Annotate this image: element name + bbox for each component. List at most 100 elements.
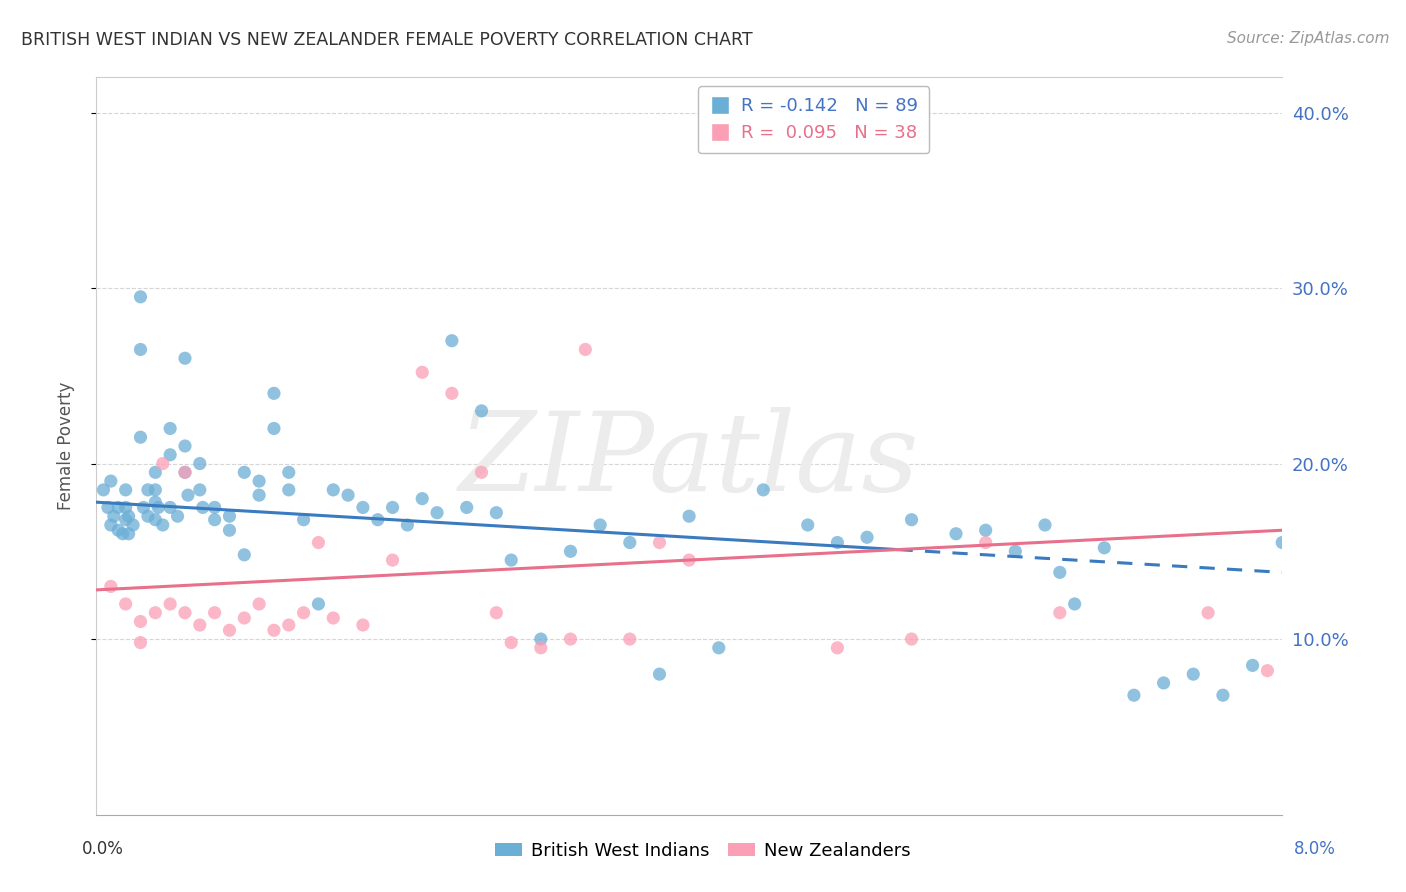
Point xyxy=(100,518,122,533)
Point xyxy=(619,535,641,549)
Point xyxy=(1197,606,1219,620)
Point xyxy=(322,483,344,497)
Point xyxy=(974,523,997,537)
Point xyxy=(1123,688,1146,702)
Y-axis label: Female Poverty: Female Poverty xyxy=(58,382,75,510)
Point xyxy=(174,351,197,366)
Point xyxy=(233,466,256,480)
Point xyxy=(381,553,404,567)
Point xyxy=(159,421,181,435)
Point xyxy=(177,488,200,502)
Point xyxy=(188,483,211,497)
Point xyxy=(945,526,967,541)
Point xyxy=(856,530,879,544)
Point xyxy=(485,506,508,520)
Point xyxy=(122,518,145,533)
Point xyxy=(337,488,360,502)
Point xyxy=(263,386,285,401)
Point xyxy=(247,597,270,611)
Point xyxy=(143,466,166,480)
Point xyxy=(114,597,136,611)
Point xyxy=(470,466,492,480)
Point xyxy=(974,535,997,549)
Point xyxy=(114,500,136,515)
Point xyxy=(143,483,166,497)
Point xyxy=(247,474,270,488)
Point xyxy=(174,466,197,480)
Point xyxy=(1049,606,1071,620)
Text: BRITISH WEST INDIAN VS NEW ZEALANDER FEMALE POVERTY CORRELATION CHART: BRITISH WEST INDIAN VS NEW ZEALANDER FEM… xyxy=(21,31,752,49)
Point xyxy=(93,483,115,497)
Point xyxy=(191,500,214,515)
Point xyxy=(530,632,553,646)
Point xyxy=(501,635,523,649)
Point xyxy=(143,495,166,509)
Point xyxy=(411,365,433,379)
Point xyxy=(1153,676,1175,690)
Point xyxy=(136,509,159,524)
Point xyxy=(307,535,329,549)
Point xyxy=(352,618,374,632)
Point xyxy=(174,606,197,620)
Point xyxy=(827,640,849,655)
Point xyxy=(129,615,152,629)
Point xyxy=(352,500,374,515)
Point xyxy=(159,597,181,611)
Point xyxy=(900,632,922,646)
Point xyxy=(143,606,166,620)
Point xyxy=(174,439,197,453)
Point xyxy=(204,500,226,515)
Point xyxy=(204,513,226,527)
Point xyxy=(456,500,478,515)
Point xyxy=(292,606,315,620)
Point xyxy=(188,618,211,632)
Point xyxy=(1182,667,1205,681)
Point xyxy=(100,579,122,593)
Point xyxy=(678,553,700,567)
Point xyxy=(752,483,775,497)
Point xyxy=(117,526,139,541)
Point xyxy=(322,611,344,625)
Point xyxy=(1004,544,1026,558)
Point xyxy=(148,500,170,515)
Point xyxy=(152,518,174,533)
Point xyxy=(485,606,508,620)
Point xyxy=(174,466,197,480)
Point xyxy=(292,513,315,527)
Point xyxy=(426,506,449,520)
Text: 8.0%: 8.0% xyxy=(1294,840,1336,858)
Point xyxy=(111,526,134,541)
Point xyxy=(129,635,152,649)
Point xyxy=(648,535,671,549)
Point xyxy=(1241,658,1264,673)
Point xyxy=(411,491,433,506)
Point xyxy=(129,343,152,357)
Point xyxy=(263,421,285,435)
Point xyxy=(648,667,671,681)
Point xyxy=(560,632,582,646)
Point xyxy=(218,523,240,537)
Point xyxy=(396,518,419,533)
Point xyxy=(1212,688,1234,702)
Point xyxy=(440,386,463,401)
Point xyxy=(827,535,849,549)
Point xyxy=(100,474,122,488)
Point xyxy=(440,334,463,348)
Point xyxy=(129,290,152,304)
Point xyxy=(560,544,582,558)
Point xyxy=(1033,518,1056,533)
Point xyxy=(247,488,270,502)
Point xyxy=(166,509,188,524)
Text: Source: ZipAtlas.com: Source: ZipAtlas.com xyxy=(1226,31,1389,46)
Point xyxy=(233,611,256,625)
Point xyxy=(678,509,700,524)
Point xyxy=(277,466,299,480)
Point xyxy=(129,430,152,444)
Point xyxy=(367,513,389,527)
Point xyxy=(1256,664,1278,678)
Point xyxy=(1092,541,1115,555)
Point xyxy=(132,500,155,515)
Legend: British West Indians, New Zealanders: British West Indians, New Zealanders xyxy=(488,835,918,867)
Point xyxy=(159,500,181,515)
Point xyxy=(1049,566,1071,580)
